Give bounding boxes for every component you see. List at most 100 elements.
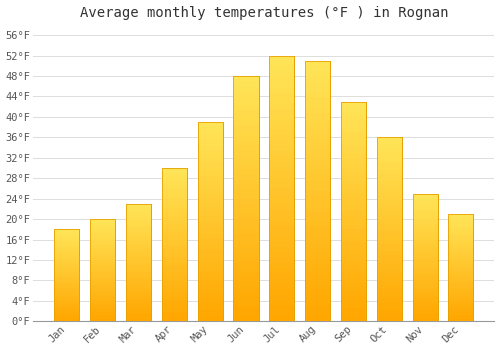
Bar (234, 267, 258, 272)
Bar (448, 214, 473, 216)
Bar (234, 159, 258, 164)
Bar (305, 202, 330, 206)
Bar (90, 293, 115, 295)
Bar (162, 229, 187, 232)
Bar (198, 241, 222, 246)
Bar (305, 92, 330, 97)
Bar (341, 295, 366, 299)
Bar (270, 258, 294, 263)
Bar (270, 109, 294, 114)
Bar (376, 240, 402, 244)
Bar (376, 170, 402, 174)
Bar (234, 76, 258, 81)
Bar (305, 264, 330, 269)
Bar (126, 237, 151, 239)
Bar (412, 273, 438, 275)
Bar (54, 248, 80, 250)
Bar (90, 287, 115, 289)
Bar (305, 269, 330, 274)
Bar (448, 310, 473, 313)
Bar (412, 306, 438, 309)
Bar (305, 154, 330, 160)
Bar (376, 270, 402, 273)
Bar (162, 248, 187, 251)
Bar (234, 145, 258, 149)
Bar (198, 150, 222, 154)
Bar (412, 219, 438, 222)
Bar (126, 319, 151, 321)
Bar (448, 296, 473, 298)
Bar (234, 297, 258, 302)
Bar (234, 76, 258, 321)
Bar (270, 119, 294, 125)
Bar (305, 295, 330, 301)
Bar (126, 223, 151, 225)
Bar (448, 255, 473, 257)
Bar (234, 86, 258, 91)
Bar (198, 317, 222, 321)
Bar (376, 292, 402, 296)
Bar (270, 204, 294, 210)
Bar (234, 81, 258, 86)
Bar (234, 169, 258, 174)
Bar (376, 167, 402, 170)
Bar (448, 264, 473, 266)
Bar (412, 245, 438, 247)
Bar (412, 206, 438, 209)
Bar (90, 317, 115, 319)
Bar (412, 237, 438, 239)
Bar (234, 120, 258, 125)
Bar (198, 309, 222, 313)
Bar (448, 317, 473, 319)
Bar (162, 226, 187, 229)
Bar (54, 303, 80, 305)
Bar (305, 76, 330, 82)
Bar (198, 210, 222, 214)
Bar (234, 302, 258, 307)
Bar (90, 266, 115, 268)
Bar (162, 193, 187, 196)
Bar (162, 263, 187, 266)
Bar (341, 278, 366, 282)
Bar (448, 236, 473, 238)
Bar (305, 82, 330, 87)
Bar (376, 237, 402, 240)
Bar (234, 248, 258, 253)
Bar (341, 181, 366, 185)
Bar (412, 283, 438, 286)
Bar (54, 294, 80, 296)
Bar (234, 277, 258, 282)
Bar (54, 239, 80, 240)
Bar (90, 280, 115, 282)
Bar (162, 223, 187, 226)
Bar (234, 262, 258, 267)
Bar (270, 289, 294, 295)
Bar (198, 293, 222, 298)
Bar (341, 247, 366, 251)
Bar (162, 275, 187, 278)
Bar (234, 218, 258, 223)
Bar (54, 235, 80, 237)
Bar (126, 246, 151, 248)
Bar (162, 168, 187, 321)
Bar (412, 309, 438, 311)
Bar (162, 306, 187, 309)
Bar (376, 262, 402, 266)
Bar (305, 113, 330, 118)
Bar (90, 299, 115, 301)
Bar (90, 223, 115, 225)
Bar (305, 97, 330, 102)
Bar (448, 293, 473, 296)
Bar (341, 163, 366, 168)
Bar (448, 287, 473, 289)
Bar (412, 298, 438, 301)
Bar (234, 154, 258, 159)
Bar (234, 228, 258, 233)
Bar (341, 203, 366, 207)
Bar (376, 307, 402, 310)
Bar (198, 182, 222, 186)
Bar (162, 180, 187, 183)
Bar (198, 198, 222, 202)
Bar (126, 302, 151, 305)
Bar (341, 216, 366, 220)
